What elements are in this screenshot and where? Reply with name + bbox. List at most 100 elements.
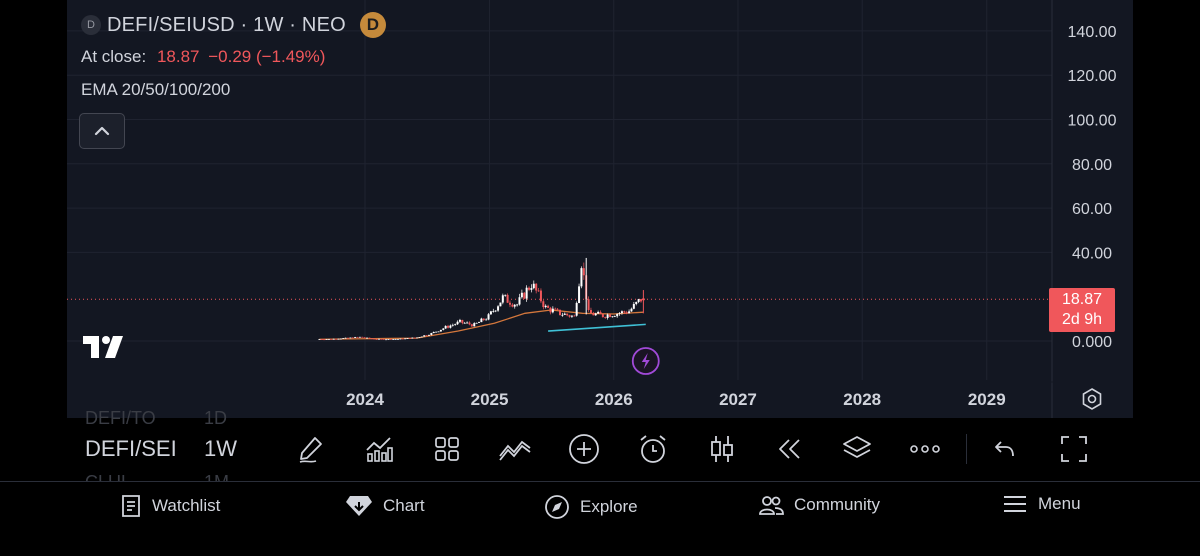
candle-body xyxy=(537,290,540,292)
candle-body xyxy=(556,308,559,310)
indicators-icon[interactable] xyxy=(361,431,397,467)
candle-body xyxy=(530,288,533,290)
candle-body xyxy=(508,302,511,305)
candle-body xyxy=(506,294,509,303)
price-chart[interactable]: 140.00 120.00 100.00 80.00 60.00 40.00 0.000 20… xyxy=(67,0,1133,418)
x-tick-label: 2028 xyxy=(843,390,881,409)
candle-body xyxy=(616,313,619,317)
ghost-interval-above: 1D xyxy=(204,408,228,428)
candle-body xyxy=(504,294,507,296)
candle-body xyxy=(318,339,321,340)
alarm-icon[interactable] xyxy=(635,431,671,467)
candle-body xyxy=(468,322,471,325)
candle-body xyxy=(639,299,642,302)
candle-body xyxy=(606,314,609,318)
candle-body xyxy=(535,283,538,291)
last-price-tag: 18.87 2d 9h xyxy=(1049,288,1115,332)
candle-body xyxy=(523,292,526,299)
y-tick-label: 60.00 xyxy=(1072,201,1112,218)
candle-body xyxy=(525,287,528,299)
candle-body xyxy=(430,333,433,335)
candle-body xyxy=(349,337,352,339)
nav-watchlist[interactable]: Watchlist xyxy=(120,494,220,518)
candle-body xyxy=(513,304,516,307)
candle-body xyxy=(420,336,423,338)
pen-icon[interactable] xyxy=(293,431,329,467)
legend-title-row: D DEFI/SEIUSD · 1W · NEO D xyxy=(81,12,386,38)
candle-body xyxy=(520,292,523,298)
candle-body xyxy=(380,338,383,340)
trend-icon[interactable] xyxy=(497,431,533,467)
scale-settings-icon[interactable] xyxy=(1079,386,1105,412)
candle-body xyxy=(370,338,373,340)
candle-body xyxy=(427,334,430,336)
layers-icon[interactable] xyxy=(839,431,875,467)
candle-body xyxy=(578,286,581,303)
symbol-selector[interactable]: DEFI/SEI xyxy=(85,436,177,461)
candle-body xyxy=(563,313,566,315)
candle-body xyxy=(442,328,445,330)
x-tick-label: 2026 xyxy=(595,390,633,409)
candles-icon[interactable] xyxy=(704,431,740,467)
candle-body xyxy=(382,339,385,340)
candle-body xyxy=(570,315,573,317)
fullscreen-icon[interactable] xyxy=(1056,431,1092,467)
candle-body xyxy=(528,287,531,290)
candle-body xyxy=(454,324,457,326)
candle-body xyxy=(461,319,464,323)
nav-explore[interactable]: Explore xyxy=(544,494,638,520)
collapse-legend-button[interactable] xyxy=(79,113,125,149)
candle-body xyxy=(473,323,476,327)
add-icon[interactable] xyxy=(566,431,602,467)
candle-body xyxy=(320,339,323,340)
candle-body xyxy=(394,339,397,340)
candle-body xyxy=(594,313,597,316)
lightning-icon xyxy=(641,353,650,369)
candle-body xyxy=(385,339,388,341)
candle-body xyxy=(625,312,628,314)
candle-body xyxy=(339,338,342,340)
x-tick-label: 2025 xyxy=(471,390,509,409)
candle-body xyxy=(501,295,504,303)
legend-title[interactable]: DEFI/SEIUSD · 1W · NEO xyxy=(107,13,346,36)
candle-body xyxy=(432,331,435,334)
exchange-badge: D xyxy=(359,12,386,38)
symbol-badge: D xyxy=(81,15,101,35)
candle-body xyxy=(635,301,638,305)
candle-body xyxy=(356,337,359,338)
candle-body xyxy=(325,339,328,340)
candle-body xyxy=(418,337,421,338)
nav-chart[interactable]: Chart xyxy=(345,494,425,518)
candle-body xyxy=(518,297,521,305)
support-trendline xyxy=(548,323,646,332)
candle-body xyxy=(444,325,447,329)
candle-body xyxy=(559,309,562,316)
chart-panel[interactable]: 140.00 120.00 100.00 80.00 60.00 40.00 0.000 20… xyxy=(67,0,1133,418)
candle-body xyxy=(478,322,481,323)
more-icon[interactable] xyxy=(907,431,943,467)
candle-body xyxy=(628,311,631,314)
candle-body xyxy=(539,290,542,302)
candle-body xyxy=(408,338,411,339)
nav-menu[interactable]: Menu xyxy=(1002,494,1081,514)
y-tick-label: 140.00 xyxy=(1068,24,1117,41)
candle-body xyxy=(411,337,414,339)
ghost-symbol-above: DEFI/TO xyxy=(85,408,156,428)
indicator-label[interactable]: EMA 20/50/100/200 xyxy=(81,80,231,99)
nav-community[interactable]: Community xyxy=(758,494,880,516)
candle-body xyxy=(480,318,483,323)
candle-body xyxy=(489,311,492,315)
candle-body xyxy=(366,337,369,339)
candle-body xyxy=(447,325,450,328)
candle-body xyxy=(566,313,569,316)
undo-icon[interactable] xyxy=(987,431,1023,467)
rewind-icon[interactable] xyxy=(771,431,807,467)
candle-body xyxy=(561,314,564,316)
interval-selector[interactable]: 1W xyxy=(204,436,237,461)
bottom-navigation: Watchlist Chart Explore Community Menu xyxy=(0,481,1200,556)
grid-icon[interactable] xyxy=(429,431,465,467)
candle-body xyxy=(332,338,335,340)
candle-body xyxy=(604,317,607,318)
candle-body xyxy=(404,338,407,340)
candle-body xyxy=(475,322,478,324)
